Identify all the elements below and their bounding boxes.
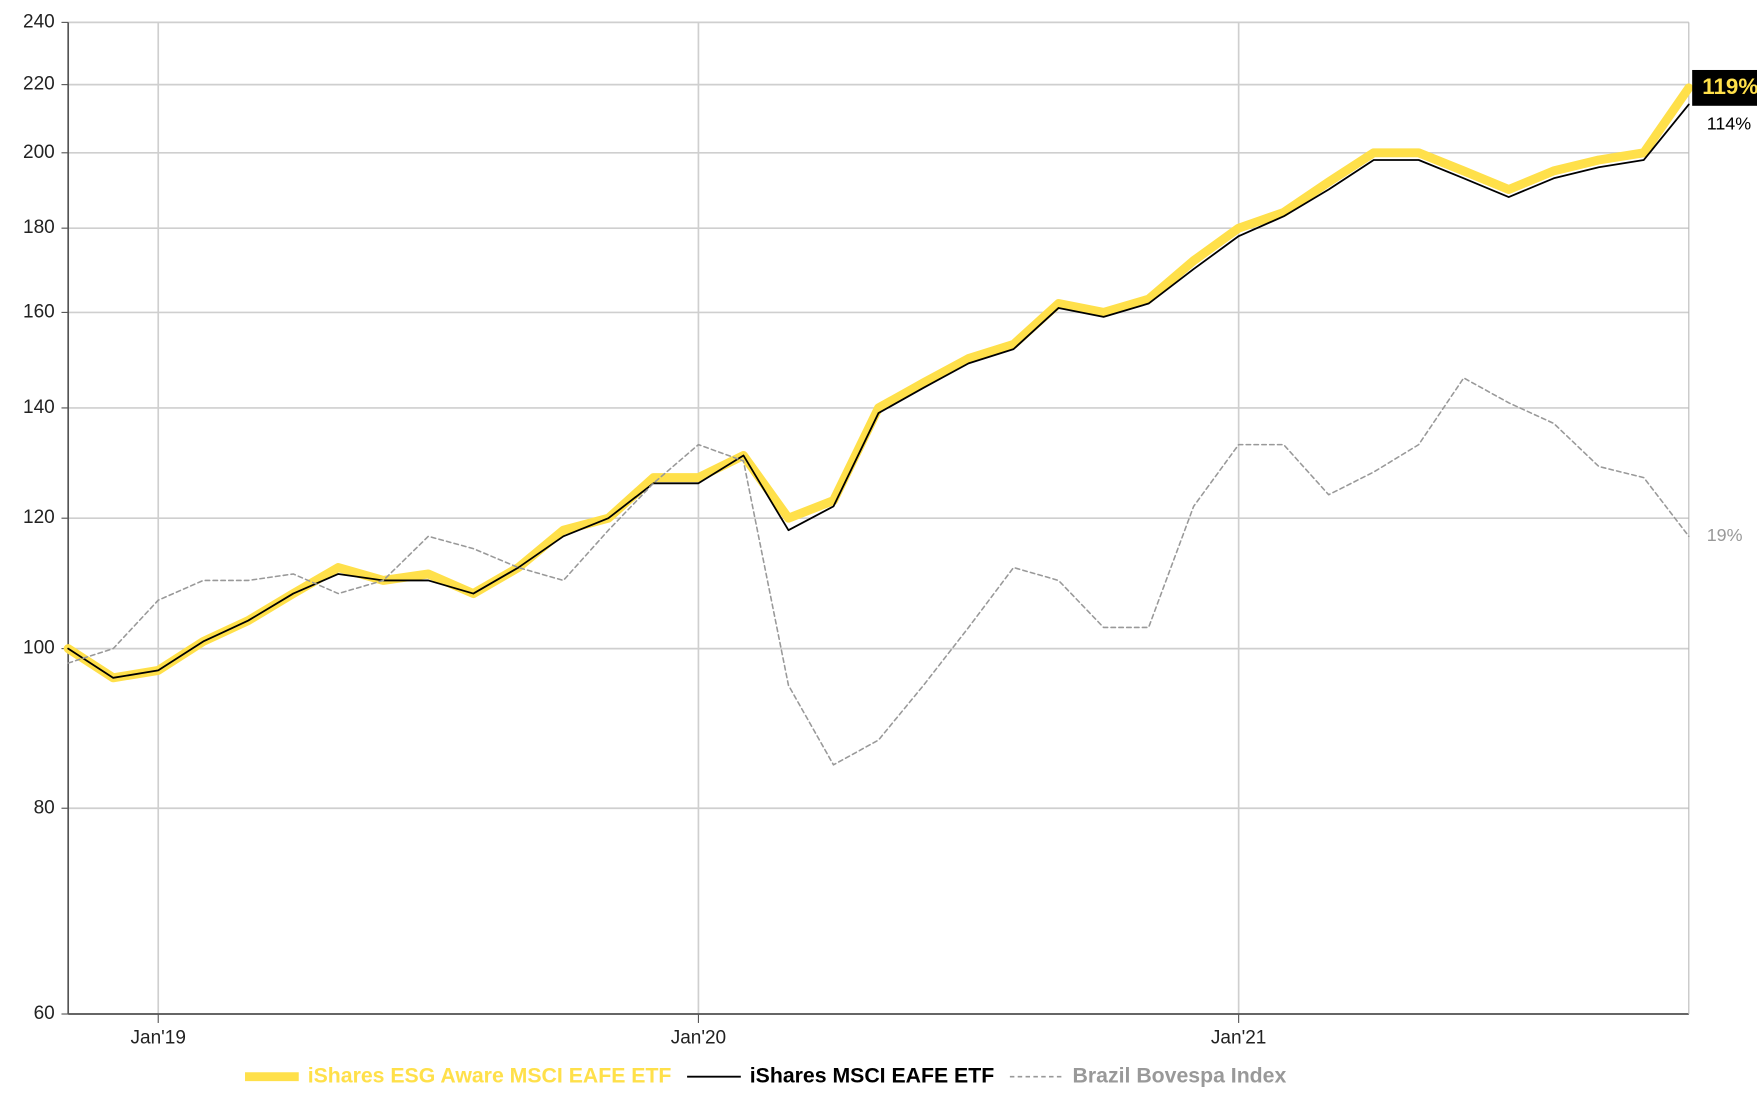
y-tick-label: 200 [23, 142, 55, 163]
y-tick-label: 140 [23, 397, 55, 418]
x-tick-label: Jan'21 [1211, 1028, 1266, 1049]
y-tick-label: 160 [23, 301, 55, 322]
y-tick-label: 60 [34, 1003, 55, 1024]
y-tick-label: 220 [23, 74, 55, 95]
legend-label: iShares ESG Aware MSCI EAFE ETF [308, 1063, 672, 1087]
y-tick-label: 100 [23, 638, 55, 659]
end-label: 19% [1707, 525, 1743, 545]
legend-label: Brazil Bovespa Index [1073, 1063, 1287, 1087]
series-line [67, 377, 1690, 766]
y-tick-label: 180 [23, 217, 55, 238]
end-label-box [1692, 69, 1757, 106]
y-tick-label: 240 [23, 11, 55, 32]
x-tick-label: Jan'20 [671, 1028, 726, 1049]
y-tick-label: 80 [34, 797, 55, 818]
series-line [63, 83, 1694, 683]
legend: iShares ESG Aware MSCI EAFE ETF iShares M… [245, 1063, 1286, 1087]
x-tick-label: Jan'19 [130, 1028, 185, 1049]
end-label: 114% [1707, 113, 1752, 133]
y-tick-label: 120 [23, 507, 55, 528]
legend-label: iShares MSCI EAFE ETF [750, 1063, 994, 1087]
series-line [67, 103, 1690, 679]
end-label: 119% [1702, 74, 1757, 99]
